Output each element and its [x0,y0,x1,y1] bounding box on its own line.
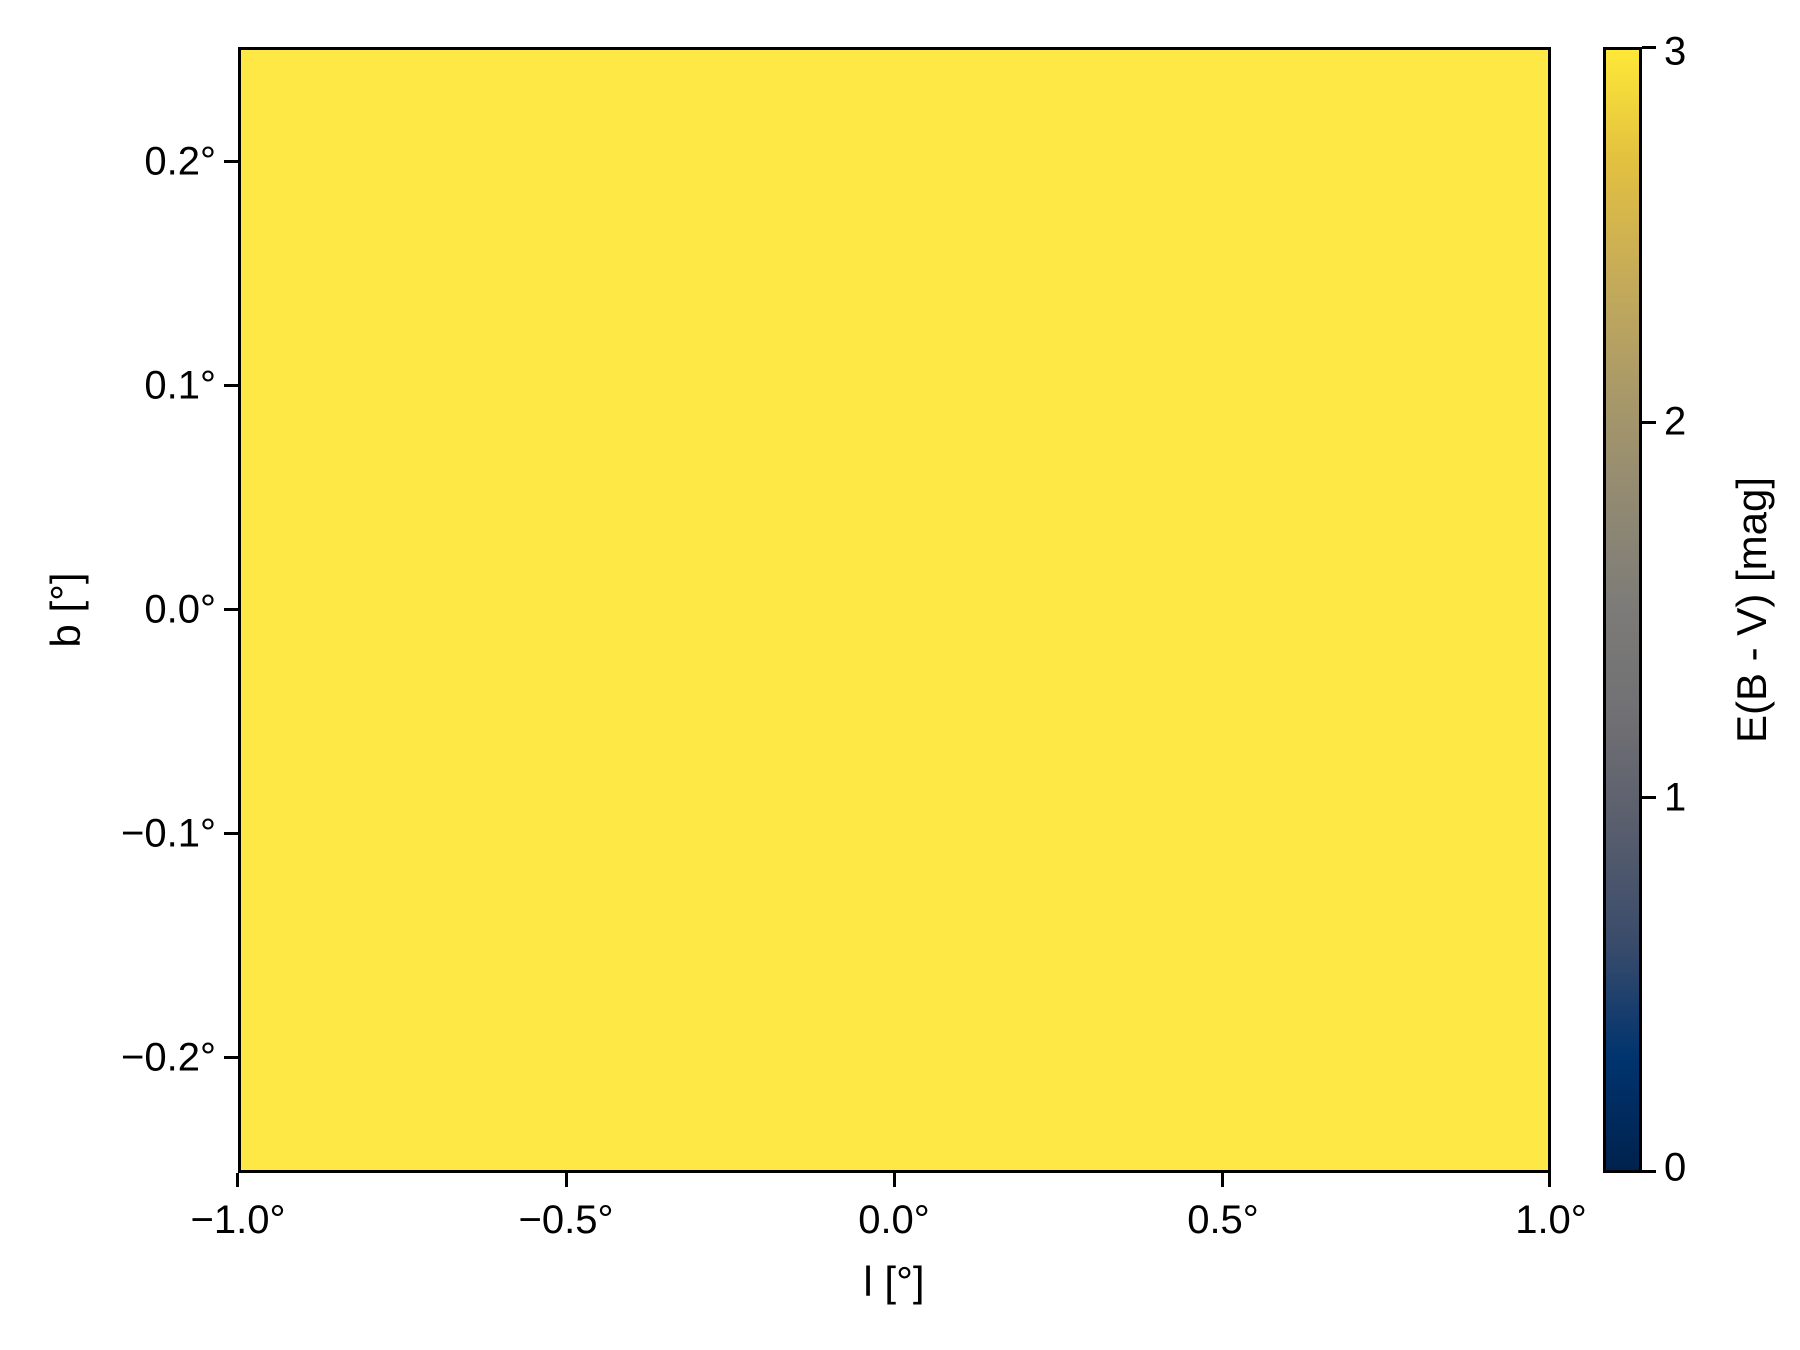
x-tick-label: −0.5° [518,1198,614,1242]
y-tick-mark [224,1056,238,1059]
colorbar-tick-label: 1 [1664,775,1687,820]
x-tick-label: −1.0° [190,1198,286,1242]
x-axis-label: l [°] [863,1258,925,1305]
y-tick-label: 0.0° [144,587,216,632]
colorbar-tick-mark [1642,421,1656,424]
x-tick-label: 0.0° [858,1198,930,1242]
y-tick-mark [224,160,238,163]
colorbar-gradient [1603,47,1642,1173]
y-tick-label: −0.2° [121,1035,216,1080]
y-tick-mark [224,608,238,611]
y-axis-label: b [°] [42,572,89,648]
colorbar-tick-label: 3 [1664,29,1687,74]
x-tick-mark [1221,1173,1224,1187]
y-tick-label: 0.2° [144,139,216,184]
colorbar-tick-mark [1642,46,1656,49]
y-tick-label: 0.1° [144,363,216,408]
colorbar-tick-label: 2 [1664,399,1687,444]
x-tick-mark [565,1173,568,1187]
colorbar-tick-mark [1642,796,1656,799]
x-tick-label: 1.0° [1515,1198,1587,1242]
y-tick-mark [224,832,238,835]
x-tick-mark [1548,1173,1551,1187]
colorbar-tick-label: 0 [1664,1145,1687,1190]
colorbar-axis-label: E(B - V) [mag] [1728,476,1775,744]
y-tick-mark [224,384,238,387]
y-tick-label: −0.1° [121,811,216,856]
x-tick-mark [236,1173,239,1187]
x-tick-label: 0.5° [1187,1198,1259,1242]
x-tick-mark [893,1173,896,1187]
heatmap-plot-area [238,47,1551,1173]
colorbar-tick-mark [1642,1170,1656,1173]
